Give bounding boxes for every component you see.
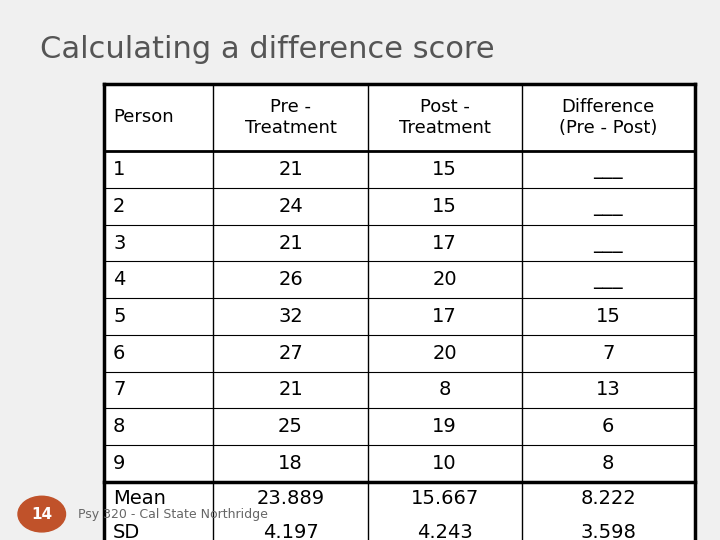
Text: SD: SD xyxy=(113,523,140,540)
Text: Pre -
Treatment: Pre - Treatment xyxy=(245,98,336,137)
Text: 20: 20 xyxy=(432,343,456,363)
Text: 25: 25 xyxy=(278,417,303,436)
Text: 13: 13 xyxy=(595,380,621,400)
Text: ___: ___ xyxy=(593,233,623,253)
Text: 2: 2 xyxy=(113,197,125,216)
Text: 27: 27 xyxy=(278,343,303,363)
Text: 24: 24 xyxy=(278,197,303,216)
Text: 6: 6 xyxy=(602,417,614,436)
Text: 15.667: 15.667 xyxy=(410,489,479,508)
Text: 8: 8 xyxy=(113,417,125,436)
Text: 26: 26 xyxy=(278,270,303,289)
Text: 15: 15 xyxy=(595,307,621,326)
Text: 9: 9 xyxy=(113,454,125,473)
Text: 5: 5 xyxy=(113,307,125,326)
Text: 6: 6 xyxy=(113,343,125,363)
Text: Psy 320 - Cal State Northridge: Psy 320 - Cal State Northridge xyxy=(78,508,268,521)
Text: 8.222: 8.222 xyxy=(580,489,636,508)
Text: 8: 8 xyxy=(438,380,451,400)
Text: 10: 10 xyxy=(432,454,456,473)
Text: 32: 32 xyxy=(278,307,303,326)
Text: Person: Person xyxy=(113,109,174,126)
Text: 14: 14 xyxy=(31,507,53,522)
Text: 8: 8 xyxy=(602,454,614,473)
Bar xyxy=(104,84,695,540)
Text: 17: 17 xyxy=(432,307,457,326)
Text: 23.889: 23.889 xyxy=(256,489,325,508)
Text: Post -
Treatment: Post - Treatment xyxy=(399,98,490,137)
Text: 3: 3 xyxy=(113,233,125,253)
Text: 20: 20 xyxy=(432,270,456,289)
Text: 1: 1 xyxy=(113,160,125,179)
Text: 4: 4 xyxy=(113,270,125,289)
Text: 7: 7 xyxy=(113,380,125,400)
Text: 15: 15 xyxy=(432,197,457,216)
Text: ___: ___ xyxy=(593,197,623,216)
Text: 17: 17 xyxy=(432,233,457,253)
Text: ___: ___ xyxy=(593,160,623,179)
Text: 21: 21 xyxy=(278,160,303,179)
Text: 4.243: 4.243 xyxy=(417,523,472,540)
Circle shape xyxy=(18,496,66,532)
Text: Mean: Mean xyxy=(113,489,166,508)
Text: 19: 19 xyxy=(432,417,457,436)
Text: Calculating a difference score: Calculating a difference score xyxy=(40,35,494,64)
Text: Difference
(Pre - Post): Difference (Pre - Post) xyxy=(559,98,657,137)
Text: 3.598: 3.598 xyxy=(580,523,636,540)
Text: 18: 18 xyxy=(278,454,303,473)
Text: 21: 21 xyxy=(278,233,303,253)
Text: 7: 7 xyxy=(602,343,614,363)
Text: ___: ___ xyxy=(593,270,623,289)
Text: 15: 15 xyxy=(432,160,457,179)
Text: 4.197: 4.197 xyxy=(263,523,318,540)
Text: 21: 21 xyxy=(278,380,303,400)
